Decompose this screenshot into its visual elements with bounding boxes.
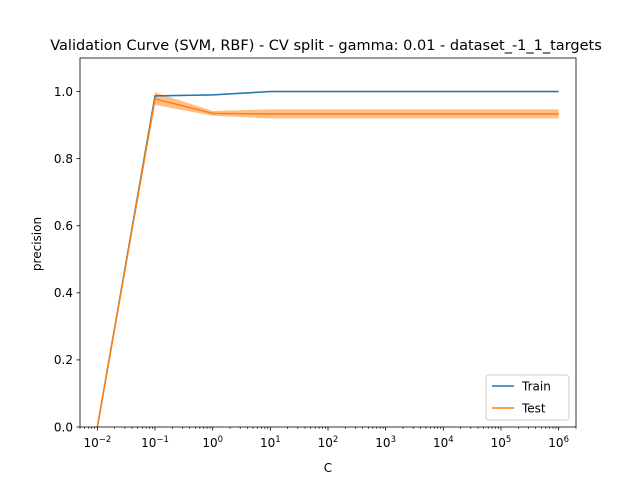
y-tick-label: 0.4: [54, 286, 73, 300]
x-tick-label: 10−1: [141, 435, 169, 450]
chart-title: Validation Curve (SVM, RBF) - CV split -…: [50, 38, 602, 54]
x-tick-label: 106: [548, 435, 569, 450]
plot-area: 10−2 10−1 100 101 102 103 104 105 106 0.0 0.2 0.4 0.…: [54, 57, 577, 450]
series-train-line: [96, 90, 559, 428]
y-tick-label: 0.6: [54, 219, 73, 233]
y-tick-label: 0.0: [54, 420, 73, 434]
x-tick-label: 105: [491, 435, 512, 450]
series-test-line: [96, 98, 559, 428]
legend-label-test: Test: [521, 401, 546, 415]
legend-label-train: Train: [521, 379, 551, 393]
x-tick-label: 100: [202, 435, 223, 450]
x-tick-label: 102: [318, 435, 339, 450]
y-axis-label: precision: [30, 217, 44, 271]
x-tick-label: 10−2: [83, 435, 111, 450]
y-tick-label: 1.0: [54, 85, 73, 99]
x-tick-label: 104: [433, 435, 454, 450]
y-tick-label: 0.8: [54, 152, 73, 166]
x-tick-label: 103: [375, 435, 396, 450]
x-tick-label: 101: [260, 435, 281, 450]
y-tick-label: 0.2: [54, 353, 73, 367]
x-axis-label: C: [324, 461, 332, 475]
